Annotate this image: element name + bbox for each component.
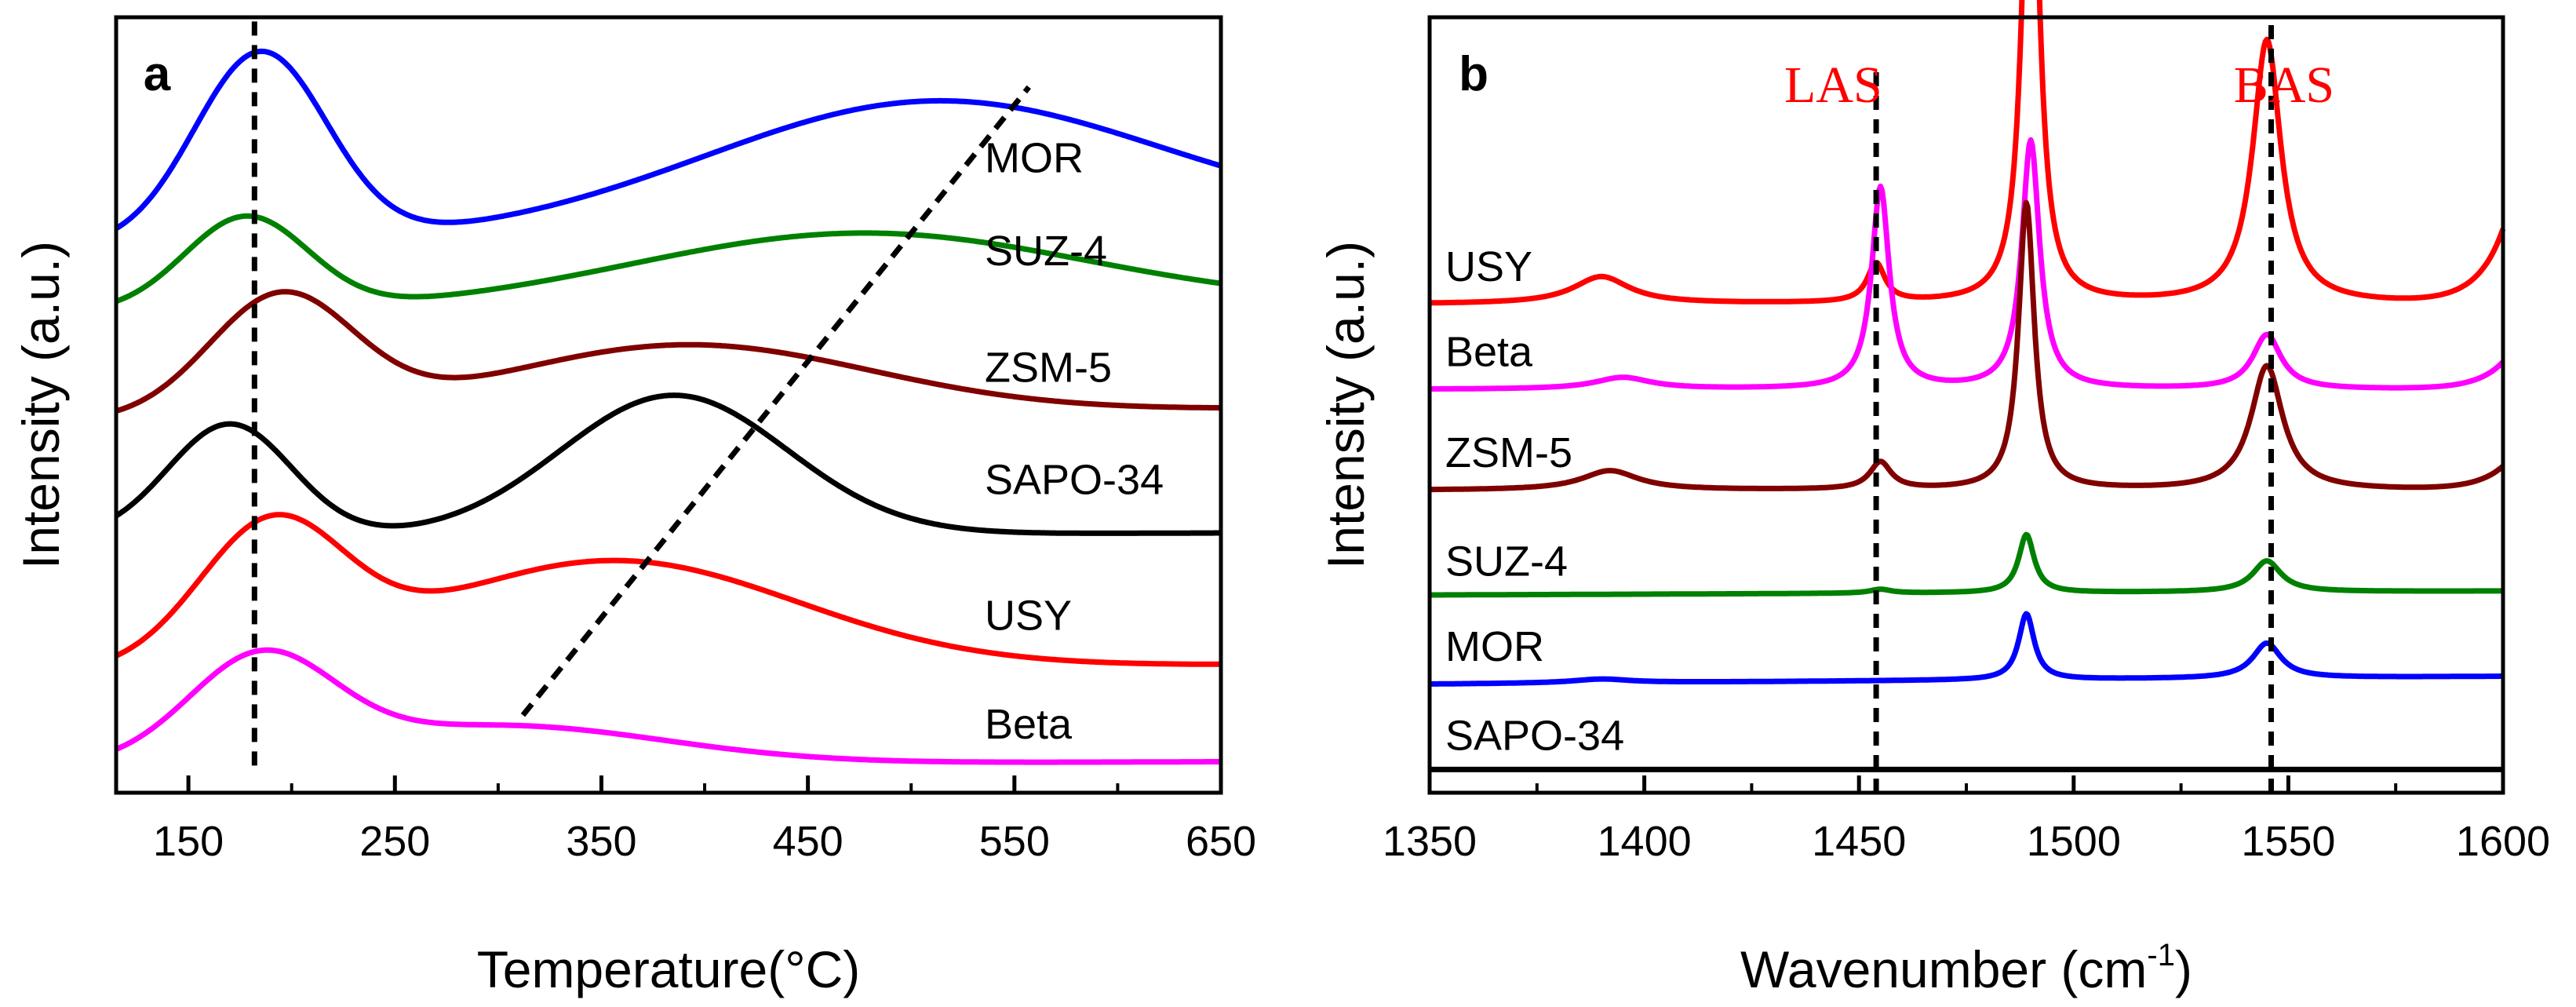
x-tick-label: 1350 [1383,818,1477,865]
series-line-usy [1428,0,2506,306]
series-label-mor: MOR [985,135,1084,182]
series-line-beta [115,647,1222,765]
series-label-zsm-5: ZSM-5 [1445,429,1572,476]
x-tick-label: 650 [1186,818,1256,865]
series-label-usy: USY [985,593,1072,640]
x-tick-label: 450 [773,818,843,865]
series-label-usy: USY [1445,243,1532,290]
x-tick-label: 350 [566,818,636,865]
series-label-sapo-34: SAPO-34 [1445,713,1624,760]
panel-label: a [144,47,171,101]
x-tick-label: 550 [979,818,1050,865]
series-line-beta [1428,137,2505,392]
x-tick-label: 250 [359,818,430,865]
annotation-bas: BAS [2234,57,2334,114]
x-axis-label: Temperature(°C) [477,940,861,998]
guide-line-2 [520,85,1031,717]
series-label-suz-4: SUZ-4 [985,228,1107,275]
series-label-beta: Beta [985,701,1073,748]
x-axis-label-superscript: -1 [2147,938,2175,972]
series-label-sapo-34: SAPO-34 [985,457,1164,504]
series-line-suz-4 [115,213,1222,305]
x-tick-label: 1500 [2027,818,2121,865]
x-tick-label: 150 [153,818,224,865]
series-label-mor: MOR [1445,623,1544,670]
x-tick-label: 1550 [2241,818,2335,865]
series-line-zsm-5 [115,289,1222,414]
x-axis-label: Wavenumber (cm-1) [1740,938,2192,998]
series-line-mor [1428,611,2505,687]
x-axis-label-suffix: ) [2175,940,2192,998]
plot-frame [114,15,1223,795]
x-tick-label: 1600 [2456,818,2550,865]
series-line-mor [115,48,1222,232]
series-label-beta: Beta [1445,329,1533,376]
x-tick-label: 1450 [1812,818,1906,865]
series-label-suz-4: SUZ-4 [1445,538,1568,585]
x-tick-label: 1400 [1598,818,1692,865]
series-line-sapo-34 [115,392,1222,536]
series-label-zsm-5: ZSM-5 [985,344,1112,391]
panel-a: 150 250 350 450 550 650 MOR SUZ-4 ZSM-5 SAPO-34 US… [12,15,1256,998]
series-line-suz-4 [1428,531,2505,598]
series-line-zsm-5 [1428,199,2505,493]
y-axis-label: Intensity (a.u.) [12,241,70,569]
y-axis-label: Intensity (a.u.) [1317,241,1375,569]
panel-b: 1350 1400 1450 1500 1550 1600 USY Beta ZSM-5 SUZ-… [1317,0,2550,998]
series-line-usy [115,512,1222,667]
panel-label: b [1459,47,1488,101]
annotation-las: LAS [1784,57,1882,114]
